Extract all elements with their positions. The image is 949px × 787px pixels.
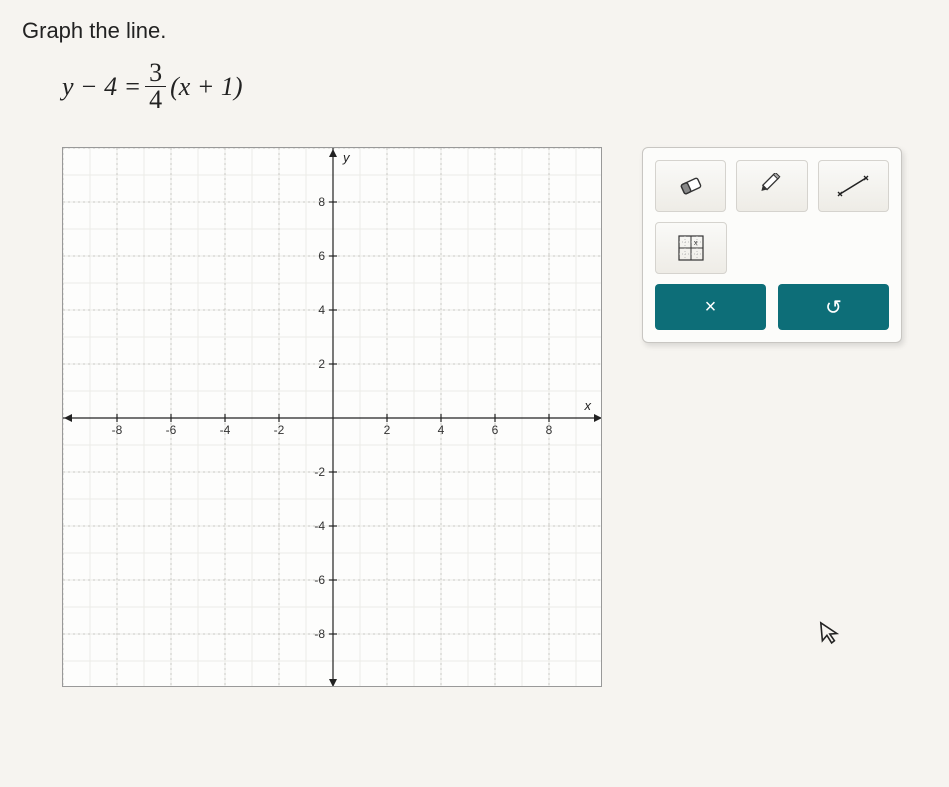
svg-text:6: 6 [318, 249, 325, 263]
svg-text:x: x [584, 398, 592, 413]
svg-text:y: y [342, 150, 351, 165]
equation-prefix: y − 4 = [62, 72, 141, 102]
line-tool-button[interactable] [818, 160, 889, 212]
svg-text:-8: -8 [112, 423, 123, 437]
equation-fraction: 3 4 [145, 60, 166, 113]
fraction-denominator: 4 [145, 87, 166, 113]
svg-text:8: 8 [318, 195, 325, 209]
svg-text:-4: -4 [220, 423, 231, 437]
undo-button[interactable]: ↺ [778, 284, 889, 330]
pencil-tool-button[interactable] [736, 160, 807, 212]
prompt-title: Graph the line. [22, 18, 927, 44]
svg-text:6: 6 [492, 423, 499, 437]
svg-text:-2: -2 [314, 465, 325, 479]
svg-text:2: 2 [384, 423, 391, 437]
svg-text:4: 4 [438, 423, 445, 437]
svg-text:-4: -4 [314, 519, 325, 533]
clear-button[interactable]: × [655, 284, 766, 330]
drawing-toolbox: x × ↺ [642, 147, 902, 343]
grid-fit-icon: x [676, 233, 706, 263]
svg-text:x: x [694, 240, 698, 247]
eraser-tool-button[interactable] [655, 160, 726, 212]
svg-text:2: 2 [318, 357, 325, 371]
svg-text:-8: -8 [314, 627, 325, 641]
coordinate-grid[interactable]: -8 -6 -4 -2 2 4 6 8 -8 -6 -4 -2 2 4 6 8 x y [62, 147, 602, 687]
svg-text:-6: -6 [166, 423, 177, 437]
equation-display: y − 4 = 3 4 (x + 1) [62, 60, 927, 113]
eraser-icon [676, 175, 706, 197]
svg-text:-6: -6 [314, 573, 325, 587]
svg-text:4: 4 [318, 303, 325, 317]
pencil-icon [757, 173, 787, 199]
cursor-icon [819, 619, 844, 653]
equation-suffix: (x + 1) [170, 72, 242, 102]
svg-text:-2: -2 [274, 423, 285, 437]
svg-text:8: 8 [546, 423, 553, 437]
fraction-numerator: 3 [145, 60, 166, 87]
line-segment-icon [836, 174, 870, 198]
grid-fit-tool-button[interactable]: x [655, 222, 727, 274]
